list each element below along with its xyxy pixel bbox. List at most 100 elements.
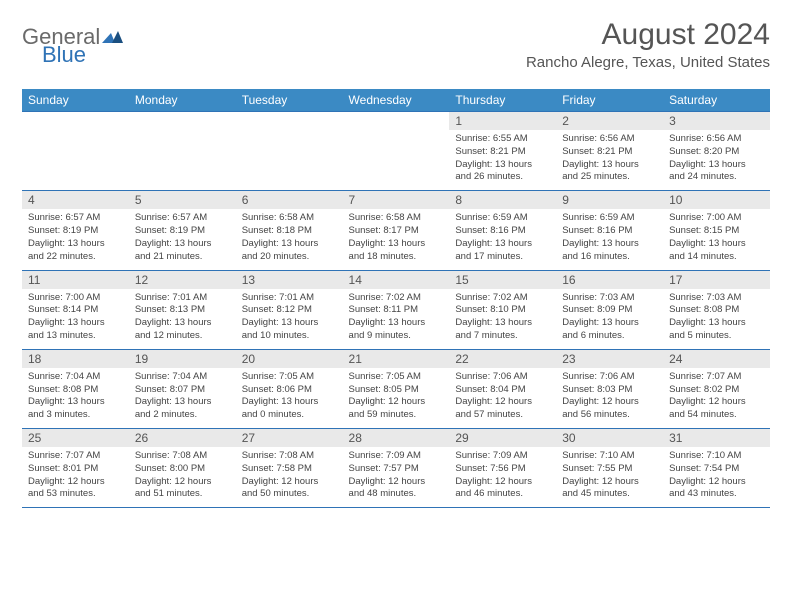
day-detail-cell: Sunrise: 7:05 AMSunset: 8:05 PMDaylight:… <box>343 368 450 429</box>
day-detail-cell: Sunrise: 7:03 AMSunset: 8:09 PM Daylight:… <box>556 289 663 350</box>
day-number-cell <box>343 112 450 131</box>
sunset-line: Sunset: 8:07 PM <box>135 384 205 395</box>
day-detail-cell: Sunrise: 6:59 AMSunset: 8:16 PMDaylight:… <box>449 209 556 270</box>
sunrise-line: Sunrise: 6:57 AM <box>135 212 207 223</box>
sunrise-line: Sunrise: 7:06 AM <box>455 371 527 382</box>
sunset-line: Sunset: 8:04 PM <box>455 384 525 395</box>
sunset-line: Sunset: 7:57 PM <box>349 463 419 474</box>
sunset-line: Sunset: 7:56 PM <box>455 463 525 474</box>
sunrise-line: Sunrise: 7:08 AM <box>242 450 314 461</box>
sunrise-line: Sunrise: 7:00 AM <box>669 212 741 223</box>
day-number-cell: 3 <box>663 112 770 131</box>
day-number-cell <box>129 112 236 131</box>
sunrise-line: Sunrise: 7:07 AM <box>28 450 100 461</box>
sunrise-line: Sunrise: 7:06 AM <box>562 371 634 382</box>
day-number-cell: 24 <box>663 349 770 368</box>
week-detail-row: Sunrise: 7:00 AMSunset: 8:14 PMDaylight:… <box>22 289 770 350</box>
sunset-line: Sunset: 8:17 PM <box>349 225 419 236</box>
calendar-body: 123Sunrise: 6:55 AMSunset: 8:21 PMDaylig… <box>22 112 770 508</box>
daylight-line: Daylight: 13 hours and 17 minutes. <box>455 238 532 262</box>
sunrise-line: Sunrise: 7:04 AM <box>135 371 207 382</box>
sunset-line: Sunset: 7:54 PM <box>669 463 739 474</box>
day-number-cell: 7 <box>343 191 450 210</box>
day-number-cell: 28 <box>343 429 450 448</box>
sunrise-line: Sunrise: 7:02 AM <box>349 292 421 303</box>
location-subtitle: Rancho Alegre, Texas, United States <box>526 54 770 71</box>
daylight-line: Daylight: 13 hours and 0 minutes. <box>242 396 319 420</box>
day-detail-cell: Sunrise: 7:04 AM Sunset: 8:07 PMDaylight:… <box>129 368 236 429</box>
day-detail-cell: Sunrise: 6:57 AMSunset: 8:19 PMDaylight:… <box>22 209 129 270</box>
day-number-cell <box>236 112 343 131</box>
day-number-cell: 30 <box>556 429 663 448</box>
week-detail-row: Sunrise: 7:07 AMSunset: 8:01 PMDaylight:… <box>22 447 770 508</box>
week-number-row: 11121314151617 <box>22 270 770 289</box>
day-number-cell: 12 <box>129 270 236 289</box>
day-detail-cell: Sunrise: 7:07 AMSunset: 8:01 PMDaylight:… <box>22 447 129 508</box>
daylight-line: Daylight: 13 hours and 6 minutes. <box>562 317 639 341</box>
sunset-line: Sunset: 8:08 PM <box>669 304 739 315</box>
daylight-line: Daylight: 13 hours and 10 minutes. <box>242 317 319 341</box>
day-detail-cell: Sunrise: 7:00 AMSunset: 8:15 PMDaylight:… <box>663 209 770 270</box>
daylight-line: Daylight: 13 hours and 14 minutes. <box>669 238 746 262</box>
sunrise-line: Sunrise: 7:00 AM <box>28 292 100 303</box>
day-detail-cell: Sunrise: 6:58 AMSunset: 8:18 PMDaylight:… <box>236 209 343 270</box>
daylight-line: Daylight: 12 hours and 45 minutes. <box>562 476 639 500</box>
day-detail-cell: Sunrise: 7:08 AMSunset: 7:58 PMDaylight:… <box>236 447 343 508</box>
day-number-cell: 16 <box>556 270 663 289</box>
daylight-line: Daylight: 13 hours and 13 minutes. <box>28 317 105 341</box>
weekday-header: Sunday <box>22 89 129 112</box>
daylight-line: Daylight: 12 hours and 48 minutes. <box>349 476 426 500</box>
daylight-line: Daylight: 12 hours and 57 minutes. <box>455 396 532 420</box>
daylight-line: Daylight: 12 hours and 53 minutes. <box>28 476 105 500</box>
sunset-line: Sunset: 8:09 PM <box>562 304 632 315</box>
day-number-cell: 13 <box>236 270 343 289</box>
sunset-line: Sunset: 8:00 PM <box>135 463 205 474</box>
day-detail-cell: Sunrise: 6:56 AMSunset: 8:20 PMDaylight:… <box>663 130 770 191</box>
sunrise-line: Sunrise: 7:03 AM <box>562 292 634 303</box>
sunset-line: Sunset: 8:12 PM <box>242 304 312 315</box>
sunrise-line: Sunrise: 7:02 AM <box>455 292 527 303</box>
calendar-table: SundayMondayTuesdayWednesdayThursdayFrid… <box>22 89 770 508</box>
sunset-line: Sunset: 8:03 PM <box>562 384 632 395</box>
logo-mark-icon <box>102 29 124 45</box>
week-number-row: 123 <box>22 112 770 131</box>
sunrise-line: Sunrise: 7:04 AM <box>28 371 100 382</box>
daylight-line: Daylight: 13 hours and 21 minutes. <box>135 238 212 262</box>
week-number-row: 25262728293031 <box>22 429 770 448</box>
sunrise-line: Sunrise: 7:01 AM <box>242 292 314 303</box>
day-number-cell: 5 <box>129 191 236 210</box>
day-detail-cell: Sunrise: 7:10 AMSunset: 7:54 PMDaylight:… <box>663 447 770 508</box>
day-number-cell: 6 <box>236 191 343 210</box>
daylight-line: Daylight: 12 hours and 56 minutes. <box>562 396 639 420</box>
sunrise-line: Sunrise: 6:57 AM <box>28 212 100 223</box>
daylight-line: Daylight: 12 hours and 43 minutes. <box>669 476 746 500</box>
day-number-cell: 2 <box>556 112 663 131</box>
day-detail-cell: Sunrise: 6:59 AMSunset: 8:16 PMDaylight:… <box>556 209 663 270</box>
day-detail-cell: Sunrise: 6:56 AMSunset: 8:21 PMDaylight:… <box>556 130 663 191</box>
daylight-line: Daylight: 13 hours and 2 minutes. <box>135 396 212 420</box>
day-detail-cell: Sunrise: 7:03 AMSunset: 8:08 PMDaylight:… <box>663 289 770 350</box>
daylight-line: Daylight: 13 hours and 18 minutes. <box>349 238 426 262</box>
week-number-row: 45678910 <box>22 191 770 210</box>
day-detail-cell <box>22 130 129 191</box>
sunrise-line: Sunrise: 7:07 AM <box>669 371 741 382</box>
week-detail-row: Sunrise: 6:57 AM Sunset: 8:19 PM Daylight:… <box>22 209 770 270</box>
day-number-cell: 11 <box>22 270 129 289</box>
day-detail-cell: Sunrise: 7:08 AMSunset: 8:00 PMDaylight:… <box>129 447 236 508</box>
weekday-header: Wednesday <box>343 89 450 112</box>
sunset-line: Sunset: 8:05 PM <box>349 384 419 395</box>
daylight-line: Daylight: 12 hours and 51 minutes. <box>135 476 212 500</box>
sunset-line: Sunset: 8:20 PM <box>669 146 739 157</box>
daylight-line: Daylight: 12 hours and 59 minutes. <box>349 396 426 420</box>
day-number-cell: 10 <box>663 191 770 210</box>
week-detail-row: Sunrise: 6:55 AMSunset: 8:21 PMDaylight:… <box>22 130 770 191</box>
day-number-cell: 31 <box>663 429 770 448</box>
week-detail-row: Sunrise: 7:04 AMSunset: 8:08 PMDaylight:… <box>22 368 770 429</box>
day-number-cell <box>22 112 129 131</box>
sunset-line: Sunset: 8:19 PM <box>135 225 205 236</box>
day-number-cell: 18 <box>22 349 129 368</box>
day-number-cell: 15 <box>449 270 556 289</box>
day-number-cell: 23 <box>556 349 663 368</box>
day-number-cell: 19 <box>129 349 236 368</box>
day-number-cell: 4 <box>22 191 129 210</box>
